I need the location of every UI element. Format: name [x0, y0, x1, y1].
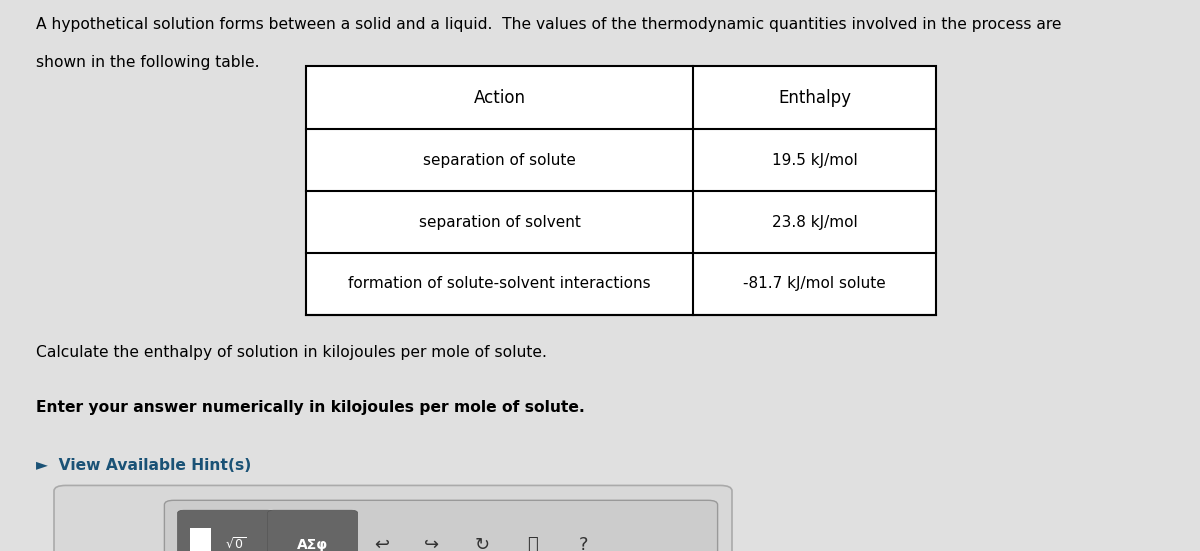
Text: A hypothetical solution forms between a solid and a liquid.  The values of the t: A hypothetical solution forms between a … — [36, 17, 1062, 31]
Text: ►  View Available Hint(s): ► View Available Hint(s) — [36, 458, 251, 473]
FancyBboxPatch shape — [54, 485, 732, 551]
Text: ↪: ↪ — [425, 536, 439, 551]
Text: separation of solute: separation of solute — [424, 153, 576, 168]
Text: -81.7 kJ/mol solute: -81.7 kJ/mol solute — [743, 276, 886, 291]
Text: Calculate the enthalpy of solution in kilojoules per mole of solute.: Calculate the enthalpy of solution in ki… — [36, 345, 547, 360]
Text: Action: Action — [474, 89, 526, 107]
Text: ↩: ↩ — [374, 536, 389, 551]
Text: formation of solute-solvent interactions: formation of solute-solvent interactions — [348, 276, 652, 291]
Text: Enthalpy: Enthalpy — [779, 89, 851, 107]
Text: Enter your answer numerically in kilojoules per mole of solute.: Enter your answer numerically in kilojou… — [36, 400, 584, 415]
FancyBboxPatch shape — [164, 500, 718, 551]
Text: ?: ? — [578, 536, 588, 551]
Text: ΑΣφ: ΑΣφ — [298, 538, 328, 551]
FancyBboxPatch shape — [178, 510, 274, 551]
Text: 19.5 kJ/mol: 19.5 kJ/mol — [772, 153, 858, 168]
Bar — [190, 527, 211, 551]
FancyBboxPatch shape — [268, 510, 358, 551]
Text: shown in the following table.: shown in the following table. — [36, 55, 259, 70]
Text: ⌸: ⌸ — [528, 536, 538, 551]
Text: separation of solvent: separation of solvent — [419, 214, 581, 230]
Text: 23.8 kJ/mol: 23.8 kJ/mol — [772, 214, 858, 230]
Bar — [306, 66, 936, 315]
Text: ↻: ↻ — [475, 536, 490, 551]
Text: $\sqrt{0}$: $\sqrt{0}$ — [226, 537, 246, 551]
